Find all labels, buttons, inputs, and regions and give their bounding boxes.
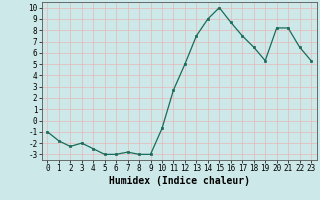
X-axis label: Humidex (Indice chaleur): Humidex (Indice chaleur) <box>109 176 250 186</box>
